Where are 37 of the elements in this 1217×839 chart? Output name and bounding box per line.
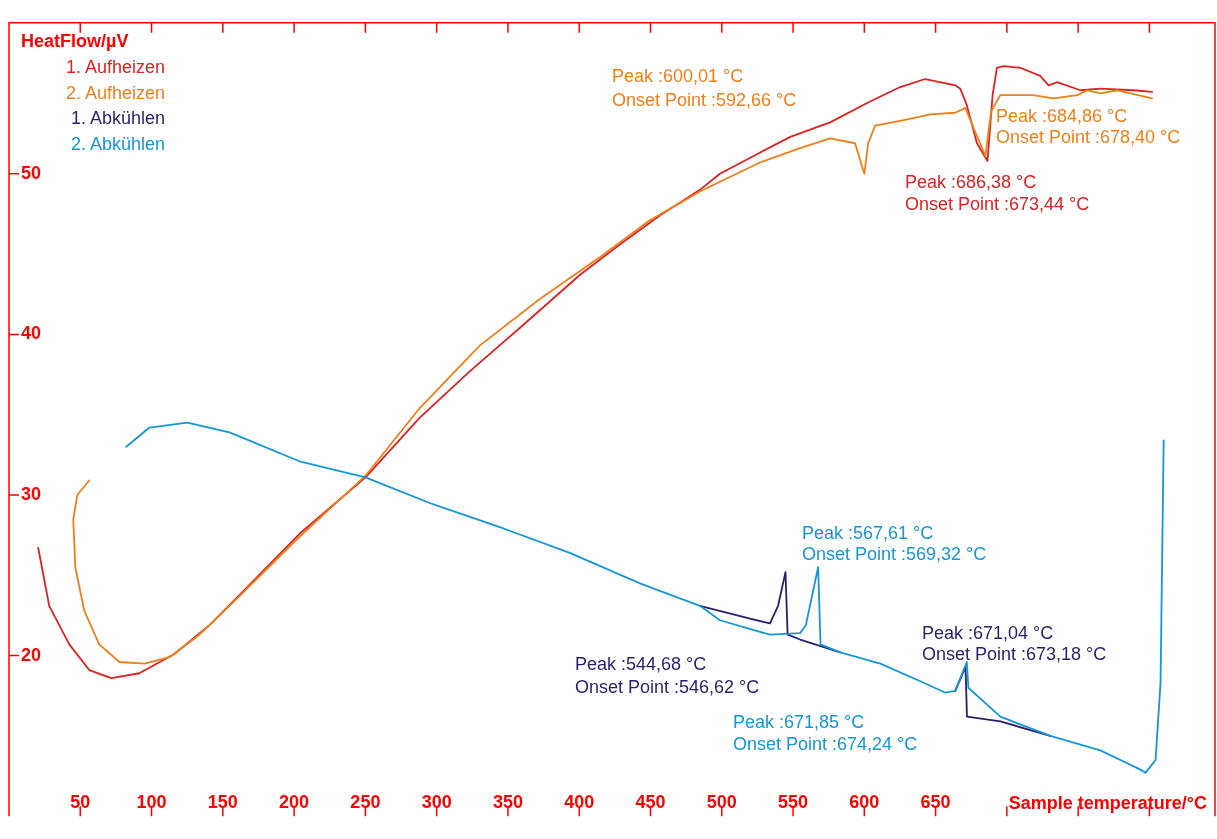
annotation: Onset Point :569,32 °C bbox=[802, 543, 987, 564]
x-tick-label: 200 bbox=[279, 792, 310, 813]
text: 2. Abkühlen bbox=[70, 132, 166, 156]
x-tick-label: 300 bbox=[421, 792, 452, 813]
annotation: Onset Point :678,40 °C bbox=[996, 126, 1181, 147]
annotation: Onset Point :674,24 °C bbox=[733, 733, 918, 754]
y-tick-label: 50 bbox=[21, 162, 42, 183]
text: 2. Aufheizen bbox=[66, 81, 166, 105]
annotation: Onset Point :546,62 °C bbox=[575, 676, 760, 697]
x-tick-label: 250 bbox=[350, 792, 381, 813]
text: 1. Abkühlen bbox=[70, 107, 166, 130]
annotation: Peak :684,86 °C bbox=[996, 105, 1128, 126]
x-tick-label: 500 bbox=[706, 792, 737, 813]
text: 1. Aufheizen bbox=[66, 56, 166, 79]
annotation: Onset Point :673,18 °C bbox=[922, 643, 1107, 664]
x-axis-title: Sample temperature/°C bbox=[1008, 793, 1207, 814]
x-tick-label: 600 bbox=[849, 792, 880, 813]
y-tick-label: 40 bbox=[21, 323, 42, 344]
annotation: Onset Point :592,66 °C bbox=[612, 89, 797, 110]
x-tick-label: 550 bbox=[778, 792, 809, 813]
y-tick-label: 20 bbox=[21, 644, 42, 665]
annotation: Peak :686,38 °C bbox=[905, 171, 1037, 192]
y-axis-title: HeatFlow/µV bbox=[21, 30, 129, 51]
x-tick-label: 100 bbox=[136, 792, 167, 813]
annotation: Peak :544,68 °C bbox=[575, 653, 707, 674]
annotation: Peak :567,61 °C bbox=[802, 522, 934, 543]
x-tick-label: 650 bbox=[920, 792, 951, 813]
annotation: Peak :600,01 °C bbox=[612, 65, 744, 86]
x-tick-label: 350 bbox=[492, 792, 523, 813]
x-tick-label: 450 bbox=[635, 792, 666, 813]
x-tick-label: 400 bbox=[564, 792, 595, 813]
y-tick-label: 30 bbox=[21, 483, 42, 504]
x-tick-label: 150 bbox=[207, 792, 238, 813]
annotation: Onset Point :673,44 °C bbox=[905, 193, 1090, 214]
annotation: Peak :671,85 °C bbox=[733, 711, 865, 732]
annotation: Peak :671,04 °C bbox=[922, 622, 1054, 643]
x-tick-label: 50 bbox=[70, 792, 91, 813]
